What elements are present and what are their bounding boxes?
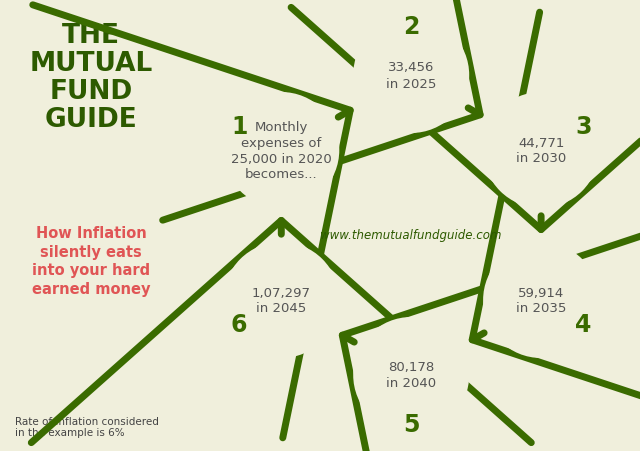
Text: 59,914
in 2035: 59,914 in 2035 [516,286,566,315]
Text: 44,771
in 2030: 44,771 in 2030 [516,136,566,165]
Text: How Inflation
silently eats
into your hard
earned money: How Inflation silently eats into your ha… [32,226,150,296]
Text: 1,07,297
in 2045: 1,07,297 in 2045 [252,286,311,315]
Text: 5: 5 [403,412,419,436]
Circle shape [353,18,469,133]
Text: 6: 6 [231,313,248,336]
Text: 3: 3 [575,115,591,138]
Text: Monthly
expenses of
25,000 in 2020
becomes...: Monthly expenses of 25,000 in 2020 becom… [231,120,332,181]
Circle shape [353,318,469,433]
Circle shape [483,93,599,208]
Text: 1: 1 [231,115,248,138]
Circle shape [483,243,599,358]
Circle shape [223,93,339,208]
Text: www.themutualfundguide.com: www.themutualfundguide.com [321,229,502,242]
Text: 4: 4 [575,313,591,336]
Text: 2: 2 [403,15,419,39]
Text: Rate of inflation considered
in the example is 6%: Rate of inflation considered in the exam… [15,416,159,437]
Text: 80,178
in 2040: 80,178 in 2040 [386,361,436,390]
Circle shape [223,243,339,358]
Text: THE
MUTUAL
FUND
GUIDE: THE MUTUAL FUND GUIDE [29,23,153,132]
Text: 33,456
in 2025: 33,456 in 2025 [386,61,436,90]
